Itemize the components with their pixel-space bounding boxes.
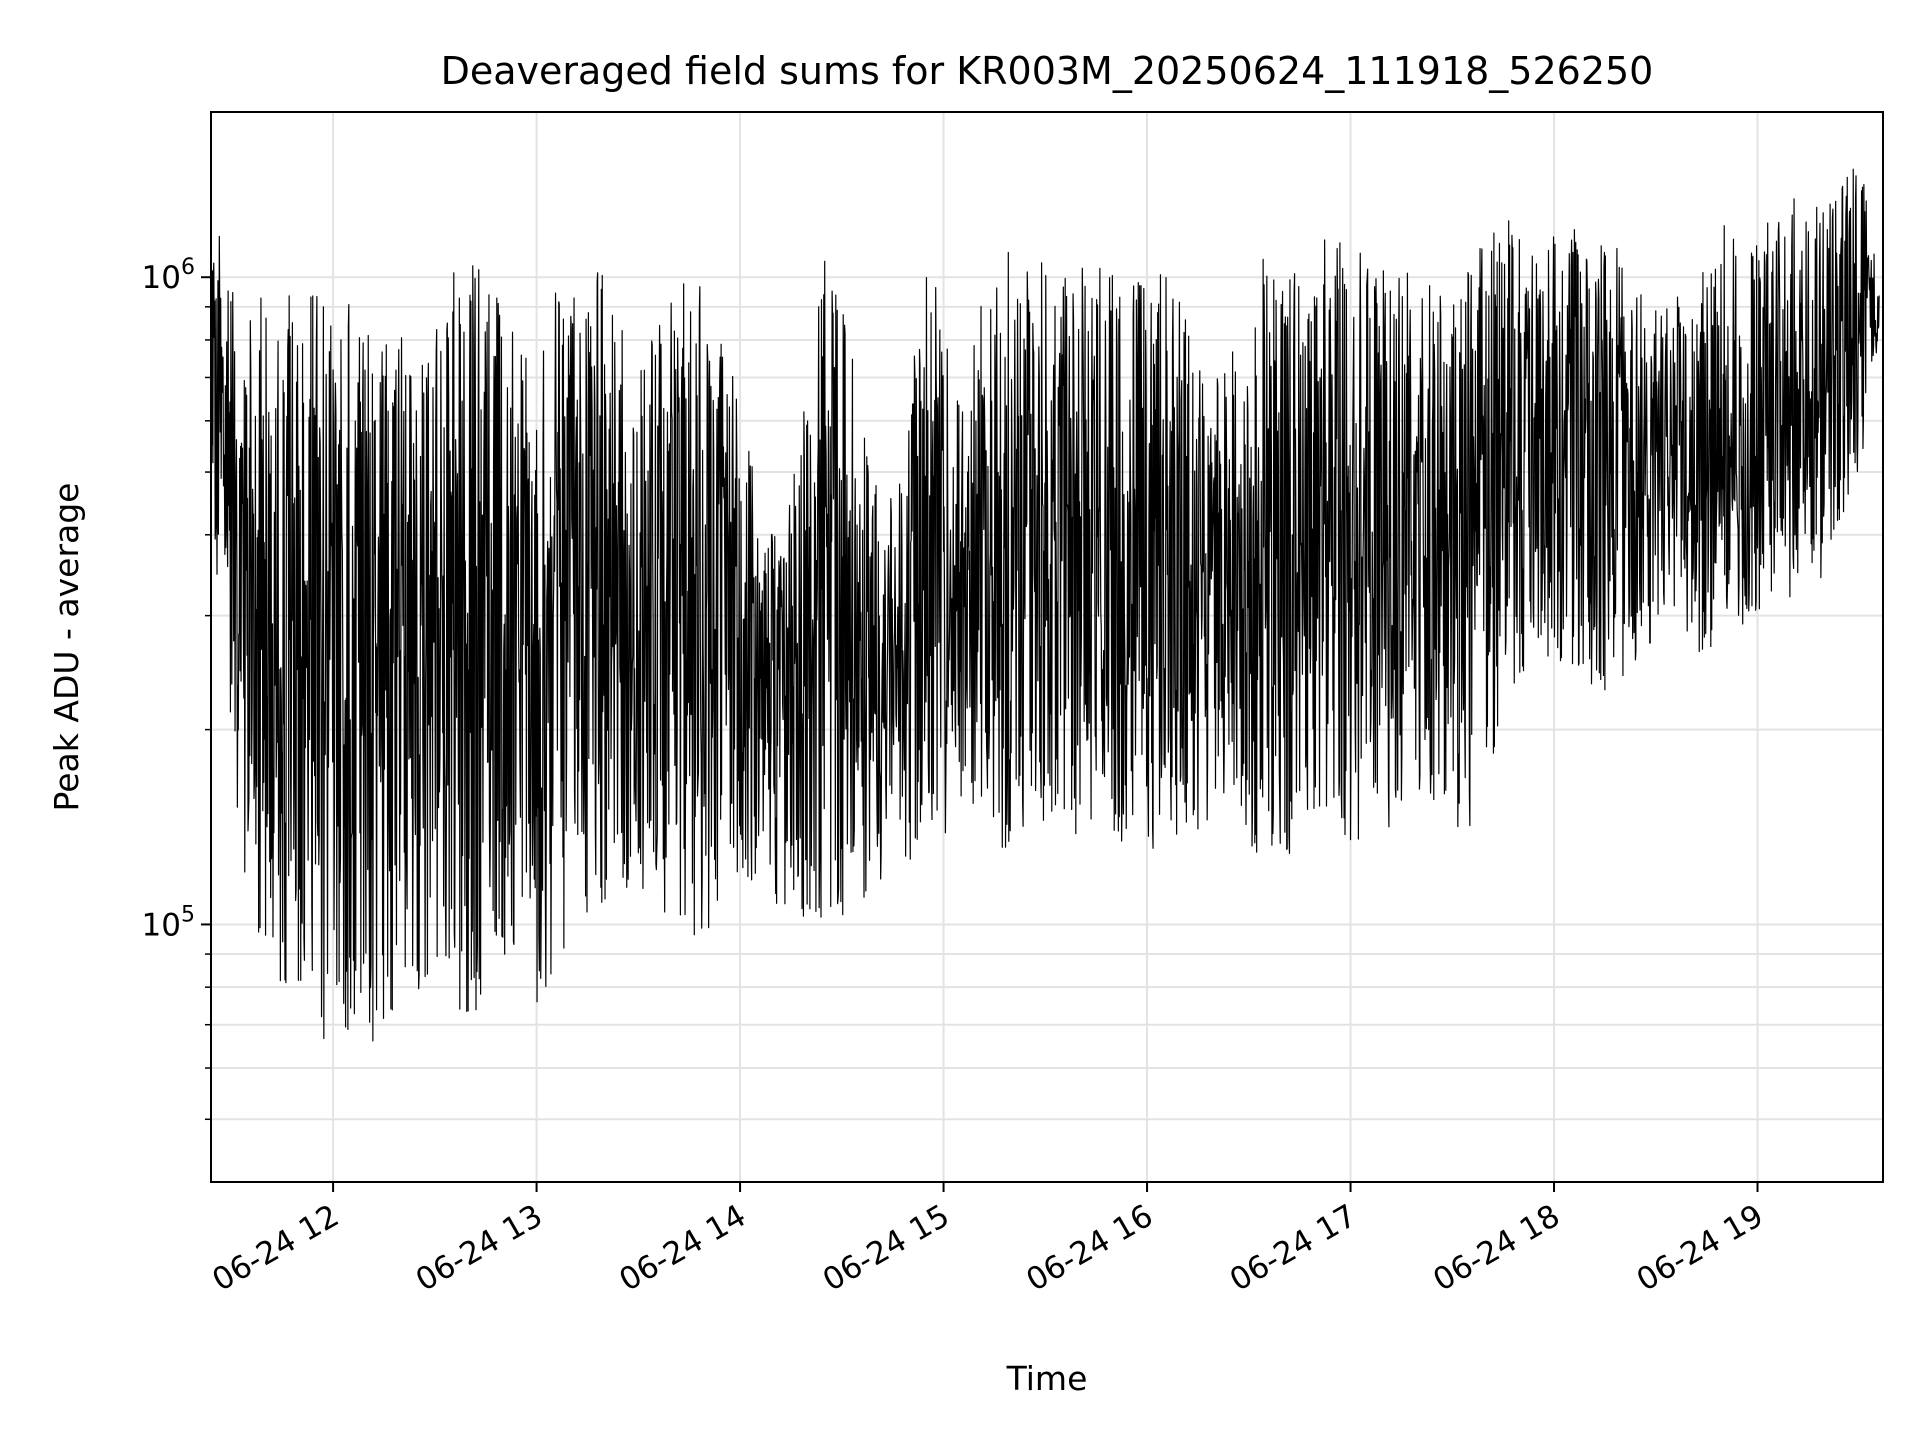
- plot-frame: [210, 111, 1884, 1183]
- chart-title: Deaveraged field sums for KR003M_2025062…: [441, 49, 1654, 93]
- y-axis-label: Peak ADU - average: [47, 483, 86, 812]
- y-axis: 105 106: [142, 255, 211, 1121]
- y-tick-label: 106: [142, 255, 195, 296]
- series-line: [210, 168, 1880, 1042]
- x-axis-label: Time: [1006, 1359, 1088, 1398]
- series-group: [210, 168, 1880, 1042]
- y-tick-label: 105: [142, 902, 195, 943]
